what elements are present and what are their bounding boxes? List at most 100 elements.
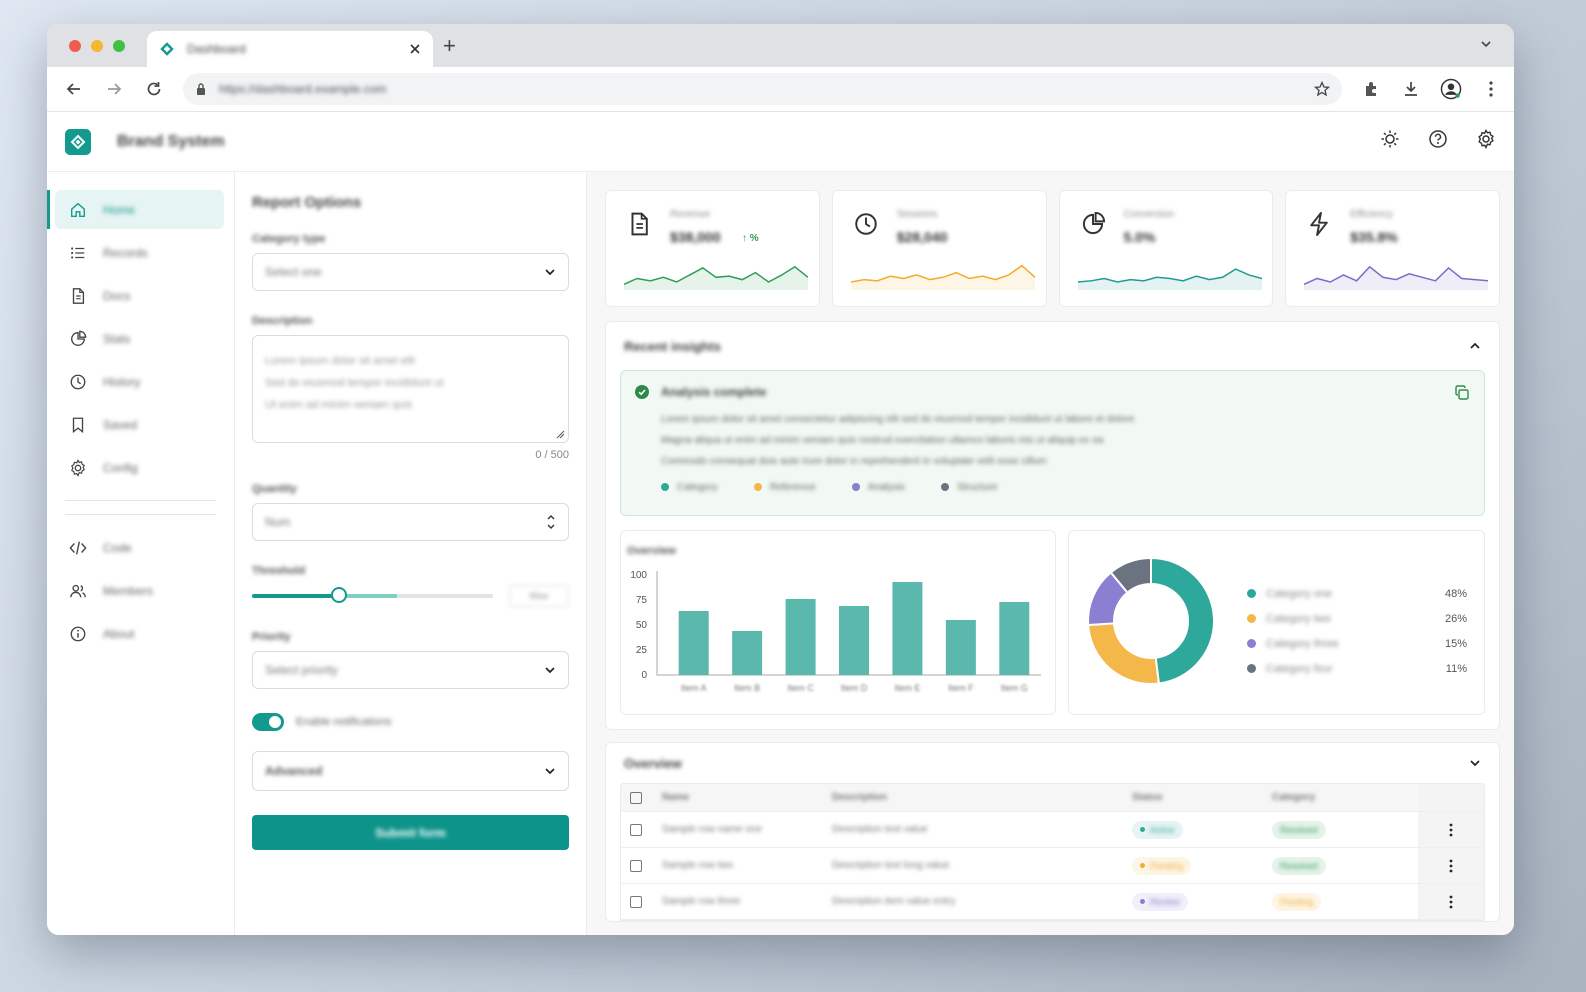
sidebar-item-members[interactable]: Members	[55, 571, 224, 610]
reload-icon[interactable]	[143, 78, 165, 100]
priority-select[interactable]: Select priority	[252, 651, 569, 689]
quantity-stepper[interactable]: Num	[252, 503, 569, 541]
sidebar-item-label: Config	[103, 460, 138, 475]
textarea-line: Sed do eiusmod tempor incididunt ut	[265, 377, 444, 389]
maximize-window-button[interactable]	[113, 40, 125, 52]
priority-select-value: Select priority	[265, 663, 338, 677]
table-row[interactable]: Sample row name one Description text val…	[621, 812, 1484, 848]
donut-slice[interactable]	[1109, 556, 1152, 594]
copy-icon[interactable]	[1454, 385, 1470, 401]
y-tick-label: 100	[630, 570, 647, 581]
y-tick-label: 25	[636, 645, 648, 656]
threshold-slider[interactable]	[252, 587, 493, 603]
close-window-button[interactable]	[69, 40, 81, 52]
sidebar-item-code[interactable]: Code	[55, 528, 224, 567]
sidebar-item-history[interactable]: History	[55, 362, 224, 401]
threshold-label: Threshold	[252, 565, 306, 577]
status-text: Active	[1150, 824, 1175, 835]
quantity-label: Quantity	[252, 483, 297, 495]
back-icon[interactable]	[63, 78, 85, 100]
sidebar-item-stats[interactable]: Stats	[55, 319, 224, 358]
donut-slice[interactable]	[1150, 556, 1215, 685]
bar[interactable]	[999, 602, 1030, 675]
kpi-card[interactable]: Revenue $38,000 ↑ %	[605, 190, 820, 307]
chevron-down-icon[interactable]	[1469, 757, 1481, 769]
row-menu-icon[interactable]	[1418, 884, 1484, 919]
column-header[interactable]: Description	[832, 792, 888, 803]
chevron-down-icon	[545, 667, 555, 674]
description-textarea[interactable]: Lorem ipsum dolor sit amet elit Sed do e…	[252, 335, 569, 443]
sidebar-item-about[interactable]: About	[55, 614, 224, 653]
table-row[interactable]: Sample row three Description item value …	[621, 884, 1484, 920]
stepper-arrows-icon[interactable]	[546, 513, 556, 531]
chevron-down-icon	[545, 269, 555, 276]
category-select[interactable]: Select one	[252, 253, 569, 291]
table-row[interactable]: Sample row two Description text long val…	[621, 848, 1484, 884]
legend-item: Structure	[940, 482, 998, 493]
star-icon[interactable]	[1314, 81, 1330, 97]
bar[interactable]	[732, 631, 763, 675]
url-field[interactable]: https://dashboard.example.com	[183, 73, 1342, 105]
sidebar-item-config[interactable]: Config	[55, 448, 224, 487]
column-header[interactable]: Status	[1132, 792, 1163, 803]
kpi-label: Revenue	[670, 209, 711, 220]
main-content: Revenue $38,000 ↑ % Sessions $28,040 Con…	[587, 172, 1514, 935]
browser-tab[interactable]: Dashboard	[147, 31, 433, 67]
kpi-value: $38,000	[670, 229, 721, 245]
donut-slice[interactable]	[1087, 622, 1161, 685]
sidebar-item-records[interactable]: Records	[55, 233, 224, 272]
column-header[interactable]: Name	[662, 792, 690, 803]
sidebar-item-home[interactable]: Home	[47, 190, 224, 229]
new-tab-button[interactable]: +	[443, 33, 456, 58]
bar[interactable]	[785, 599, 816, 675]
info-icon	[70, 626, 86, 641]
chevron-up-icon[interactable]	[1469, 340, 1481, 352]
sidebar-item-label: Records	[103, 245, 148, 260]
kpi-card[interactable]: Conversion 5.0%	[1058, 190, 1274, 307]
app-logo[interactable]	[65, 128, 91, 155]
kpi-card[interactable]: Sessions $28,040	[831, 190, 1047, 307]
sidebar-item-label: Code	[103, 540, 132, 555]
row-checkbox[interactable]	[630, 823, 642, 836]
profile-avatar[interactable]	[1440, 78, 1462, 100]
bolt-icon	[1310, 211, 1329, 237]
sparkline	[1077, 268, 1262, 290]
kpi-card[interactable]: Efficiency $35.8%	[1285, 190, 1500, 307]
extensions-icon[interactable]	[1360, 78, 1382, 100]
resize-handle-icon[interactable]	[556, 430, 565, 439]
bar[interactable]	[892, 582, 923, 675]
forward-icon[interactable]	[103, 78, 125, 100]
select-all-checkbox[interactable]	[630, 791, 642, 804]
submit-button[interactable]: Submit form	[252, 815, 569, 850]
sidebar-item-docs[interactable]: Docs	[55, 276, 224, 315]
row-menu-icon[interactable]	[1418, 848, 1484, 883]
kpi-label: Conversion	[1123, 209, 1175, 220]
advanced-select[interactable]: Advanced	[252, 751, 569, 791]
category-badge: Resolved	[1272, 820, 1420, 839]
settings-icon[interactable]	[1476, 129, 1496, 154]
row-checkbox[interactable]	[630, 895, 642, 908]
bar[interactable]	[839, 606, 869, 675]
row-checkbox[interactable]	[630, 859, 642, 872]
column-header[interactable]: Category	[1272, 792, 1316, 803]
browser-menu-icon[interactable]	[1480, 78, 1502, 100]
donut-legend-value: 48%	[1444, 587, 1467, 600]
threshold-value-box[interactable]: Max	[509, 585, 569, 607]
status-badge: Pending	[1132, 856, 1272, 875]
sidebar-item-saved[interactable]: Saved	[55, 405, 224, 444]
minimize-window-button[interactable]	[91, 40, 103, 52]
bar[interactable]	[945, 620, 976, 675]
category-text: Resolved	[1280, 824, 1318, 835]
options-form: Report Options Category type Select one …	[235, 172, 587, 935]
download-icon[interactable]	[1400, 78, 1422, 100]
notifications-toggle[interactable]	[252, 713, 284, 731]
bar[interactable]	[678, 611, 709, 675]
close-tab-icon[interactable]	[409, 43, 421, 55]
sun-icon[interactable]	[1380, 129, 1400, 154]
threshold-slider-row: Max	[252, 585, 569, 607]
help-icon[interactable]	[1428, 129, 1448, 154]
chevron-down-icon[interactable]	[1478, 36, 1494, 52]
slider-thumb[interactable]	[330, 587, 347, 603]
row-menu-icon[interactable]	[1418, 812, 1484, 847]
status-badge: Review	[1132, 892, 1272, 911]
